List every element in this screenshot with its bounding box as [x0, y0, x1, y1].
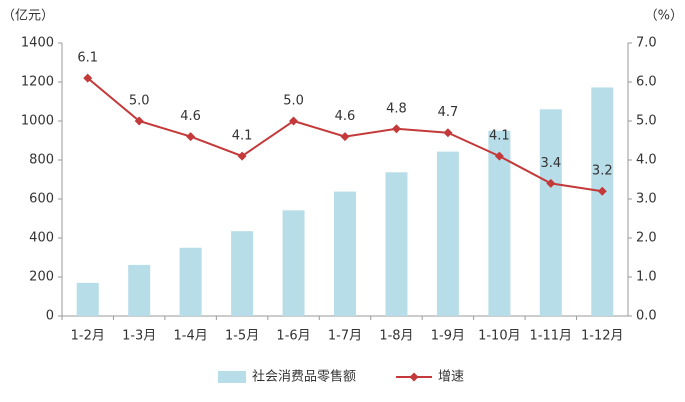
marker	[186, 132, 196, 142]
data-label: 5.0	[283, 94, 304, 109]
marker	[494, 151, 504, 161]
y2-axis-title: （%）	[645, 9, 683, 24]
data-label: 4.6	[335, 109, 356, 124]
legend-label: 社会消费品零售额	[252, 369, 356, 385]
marker	[237, 151, 247, 161]
y2-tick-label: 0.0	[636, 309, 657, 324]
x-tick-label: 1-10月	[478, 329, 521, 344]
x-tick-label: 1-8月	[379, 329, 413, 344]
bar	[334, 191, 356, 316]
bar	[436, 151, 459, 316]
data-label: 4.1	[489, 129, 510, 144]
data-label: 4.7	[438, 105, 459, 120]
x-tick-label: 1-12月	[581, 329, 624, 344]
marker	[340, 132, 350, 142]
bar	[179, 247, 202, 316]
x-tick-label: 1-4月	[174, 329, 208, 344]
x-tick-label: 1-6月	[276, 329, 310, 344]
data-label: 4.6	[180, 109, 201, 124]
y-tick-label: 1000	[21, 114, 54, 129]
bar	[76, 282, 99, 316]
y-axis-title: （亿元）	[2, 9, 54, 24]
bar	[385, 172, 408, 316]
y-tick-label: 600	[29, 192, 54, 207]
legend-label: 增速	[438, 370, 464, 385]
y2-tick-label: 2.0	[636, 231, 657, 246]
y-tick-label: 800	[29, 153, 54, 168]
marker	[83, 73, 93, 83]
marker	[443, 128, 453, 138]
data-label: 5.0	[129, 94, 150, 109]
data-label: 4.1	[232, 129, 253, 144]
marker	[134, 116, 144, 126]
bar	[282, 210, 305, 316]
y2-tick-label: 1.0	[636, 270, 657, 285]
y-tick-label: 1400	[21, 36, 54, 51]
legend-swatch	[409, 372, 419, 382]
marker	[289, 116, 299, 126]
bar	[231, 231, 254, 316]
bar	[128, 264, 151, 316]
x-tick-label: 1-7月	[328, 329, 362, 344]
bar	[539, 109, 562, 316]
y2-tick-label: 5.0	[636, 114, 657, 129]
data-label: 3.4	[540, 156, 561, 171]
x-tick-label: 1-11月	[530, 329, 573, 344]
y-tick-label: 400	[29, 231, 54, 246]
x-tick-label: 1-9月	[431, 329, 465, 344]
bar	[488, 130, 511, 316]
y2-tick-label: 4.0	[636, 153, 657, 168]
y2-tick-label: 6.0	[636, 75, 657, 90]
bar	[591, 87, 614, 317]
data-label: 3.2	[592, 164, 613, 179]
marker	[597, 186, 607, 196]
x-tick-label: 1-2月	[71, 329, 105, 344]
x-tick-label: 1-3月	[122, 329, 156, 344]
data-label: 6.1	[77, 51, 98, 66]
y-tick-label: 0	[46, 309, 54, 324]
y2-tick-label: 3.0	[636, 192, 657, 207]
marker	[546, 178, 556, 188]
marker	[391, 124, 401, 134]
y-tick-label: 1200	[21, 75, 54, 90]
y-tick-label: 200	[29, 270, 54, 285]
x-tick-label: 1-5月	[225, 329, 259, 344]
legend-swatch	[218, 371, 246, 383]
y2-tick-label: 7.0	[636, 36, 657, 51]
data-label: 4.8	[386, 101, 407, 116]
